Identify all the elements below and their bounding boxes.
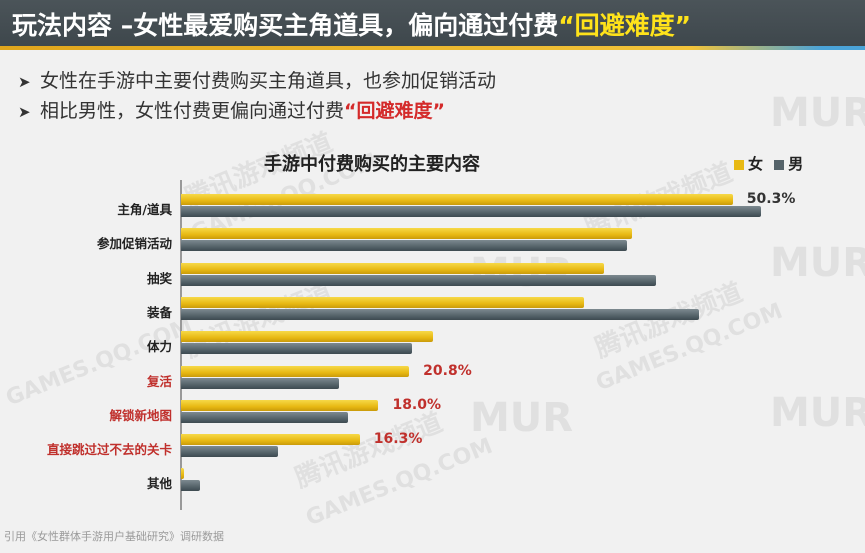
chart-row: 直接跳过过不去的关卡 16.3%	[0, 430, 865, 466]
bar-male	[181, 446, 278, 458]
bullet-text: 女性在手游中主要付费购买主角道具，也参加促销活动	[40, 70, 497, 92]
bullet-highlight: “回避难度”	[344, 100, 445, 122]
chart-row: 参加促销活动	[0, 224, 865, 260]
chart-legend: 女 男	[728, 153, 803, 174]
chart-row: 复活 20.8%	[0, 362, 865, 398]
legend-swatch-female	[734, 159, 744, 170]
chart-row: 体力	[0, 327, 865, 363]
bar-male	[181, 480, 200, 492]
page-title-main: 玩法内容 –女性最爱购买主角道具，偏向通过付费	[12, 11, 559, 40]
bar-male	[181, 411, 348, 423]
category-label: 主角/道具	[117, 202, 172, 217]
bullet-list: ➤ 女性在手游中主要付费购买主角道具，也参加促销活动 ➤ 相比男性，女性付费更偏向通…	[18, 66, 496, 126]
bar-female: 50.3%	[181, 191, 795, 207]
data-label: 50.3%	[746, 191, 796, 207]
bar-female	[181, 331, 434, 343]
page-title: 玩法内容 –女性最爱购买主角道具，偏向通过付费“回避难度”	[12, 6, 691, 42]
header-bar: 玩法内容 –女性最爱购买主角道具，偏向通过付费“回避难度”	[0, 0, 865, 46]
data-label: 16.3%	[373, 431, 423, 448]
category-label: 复活	[146, 373, 172, 389]
bar-male	[181, 308, 699, 320]
bullet-text: 相比男性，女性付费更偏向通过付费	[40, 100, 345, 122]
watermark-logo: MUR	[770, 90, 865, 136]
category-label: 装备	[146, 304, 172, 320]
bar-female	[181, 262, 605, 274]
chart-row: 装备	[0, 293, 865, 329]
bar-female: 18.0%	[181, 397, 441, 413]
chart-row: 主角/道具 50.3%	[0, 190, 865, 226]
bullet-item: ➤ 女性在手游中主要付费购买主角道具，也参加促销活动	[18, 66, 496, 96]
source-note: 引用《女性群体手游用户基础研究》调研数据	[4, 530, 224, 543]
chart-row: 解锁新地图 18.0%	[0, 396, 865, 432]
bar-male	[181, 377, 339, 389]
bar-female	[181, 296, 584, 308]
category-label: 直接跳过过不去的关卡	[46, 442, 172, 458]
chart-title: 手游中付费购买的主要内容	[264, 154, 480, 175]
category-label: 抽奖	[146, 270, 172, 286]
arrow-bullet-icon: ➤	[18, 103, 31, 121]
bar-male	[181, 240, 628, 252]
bar-female	[181, 228, 632, 240]
bar-female	[181, 468, 185, 480]
legend-swatch-male	[774, 159, 785, 170]
chart-row: 其他	[0, 464, 865, 500]
bar-female: 20.8%	[181, 363, 472, 379]
bar-female: 16.3%	[181, 431, 422, 447]
bar-male	[181, 274, 656, 286]
chart-row: 抽奖	[0, 259, 865, 295]
header-accent-line	[0, 46, 865, 50]
data-label: 20.8%	[423, 362, 472, 379]
legend-label-female: 女	[748, 155, 764, 173]
category-label: 参加促销活动	[96, 236, 172, 252]
bar-male	[181, 343, 413, 355]
bullet-item: ➤ 相比男性，女性付费更偏向通过付费“回避难度”	[18, 96, 496, 126]
bar-male	[181, 206, 762, 217]
legend-label-male: 男	[788, 155, 804, 173]
data-label: 18.0%	[392, 396, 442, 413]
category-label: 解锁新地图	[109, 407, 172, 423]
category-label: 体力	[146, 339, 172, 355]
arrow-bullet-icon: ➤	[18, 73, 31, 91]
category-label: 其他	[146, 476, 172, 492]
page-title-highlight: “回避难度”	[558, 11, 692, 40]
